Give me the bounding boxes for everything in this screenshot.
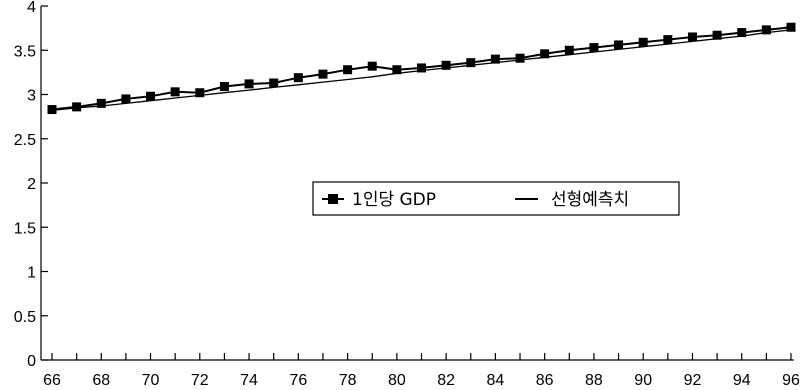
data-point-gdp bbox=[638, 37, 648, 47]
data-point-gdp bbox=[540, 49, 550, 59]
y-tick-label: 4 bbox=[27, 0, 36, 16]
data-point-gdp bbox=[367, 61, 377, 71]
data-point-gdp bbox=[515, 53, 525, 63]
data-point-gdp bbox=[392, 65, 402, 75]
legend: 1인당 GDP 선형예측치 bbox=[312, 181, 680, 216]
x-tick-label: 70 bbox=[142, 372, 160, 389]
data-point-gdp bbox=[490, 54, 500, 64]
data-point-gdp bbox=[244, 79, 254, 89]
legend-box bbox=[312, 181, 680, 216]
x-tick-label: 68 bbox=[92, 372, 110, 389]
data-point-gdp bbox=[195, 88, 205, 98]
legend-label-trend: 선형예측치 bbox=[551, 190, 629, 210]
x-tick-label: 86 bbox=[536, 372, 554, 389]
y-tick-label: 0.5 bbox=[14, 309, 36, 326]
series-layer bbox=[47, 22, 796, 115]
data-point-gdp bbox=[564, 45, 574, 55]
x-tick-label: 78 bbox=[339, 372, 357, 389]
data-point-gdp bbox=[786, 22, 796, 32]
x-tick-label: 90 bbox=[634, 372, 652, 389]
data-point-gdp bbox=[737, 28, 747, 38]
y-tick-label: 0 bbox=[27, 353, 36, 370]
y-axis-ticks: 0 0.5 1 1.5 2 2.5 3 3.5 4 bbox=[14, 0, 48, 370]
data-point-gdp bbox=[343, 65, 353, 75]
y-tick-label: 1.5 bbox=[14, 220, 36, 237]
x-tick-label: 96 bbox=[782, 372, 800, 389]
y-tick-label: 3 bbox=[27, 88, 36, 105]
plot-area: 0 0.5 1 1.5 2 2.5 3 3.5 4 66 68 70 72 74 76 78 80 82 84 86… bbox=[14, 0, 800, 389]
x-tick-label: 88 bbox=[585, 372, 603, 389]
x-tick-label: 72 bbox=[191, 372, 209, 389]
data-point-gdp bbox=[663, 35, 673, 45]
data-point-gdp bbox=[170, 87, 180, 97]
x-tick-label: 82 bbox=[437, 372, 455, 389]
data-point-gdp bbox=[146, 91, 156, 101]
data-point-gdp bbox=[441, 60, 451, 70]
x-tick-label: 76 bbox=[289, 372, 307, 389]
x-tick-label: 94 bbox=[733, 372, 751, 389]
data-point-gdp bbox=[687, 32, 697, 42]
x-tick-label: 80 bbox=[388, 372, 406, 389]
x-tick-label: 66 bbox=[43, 372, 61, 389]
data-point-gdp bbox=[417, 63, 426, 73]
data-point-gdp bbox=[614, 40, 624, 50]
series-line-trend bbox=[51, 29, 792, 112]
data-point-gdp bbox=[589, 43, 599, 53]
data-point-gdp bbox=[318, 69, 328, 79]
data-point-gdp bbox=[293, 73, 303, 83]
data-point-gdp bbox=[269, 78, 279, 88]
data-point-gdp bbox=[96, 98, 106, 108]
data-point-gdp bbox=[219, 82, 229, 92]
y-tick-label: 2.5 bbox=[14, 132, 36, 149]
data-point-gdp bbox=[47, 105, 57, 115]
x-tick-label: 84 bbox=[487, 372, 505, 389]
x-tick-label: 92 bbox=[684, 372, 702, 389]
legend-gdp-marker-swatch bbox=[328, 194, 338, 204]
legend-label-gdp: 1인당 GDP bbox=[352, 190, 436, 210]
x-tick-label: 74 bbox=[240, 372, 258, 389]
data-point-gdp bbox=[761, 25, 771, 35]
y-tick-label: 2 bbox=[27, 176, 36, 193]
data-point-gdp bbox=[72, 102, 82, 112]
y-tick-label: 1 bbox=[27, 265, 36, 282]
x-axis-ticks: 66 68 70 72 74 76 78 80 82 84 86 88 90 92 94 96 bbox=[43, 353, 800, 389]
data-point-gdp bbox=[121, 94, 131, 104]
data-point-gdp bbox=[712, 30, 722, 40]
data-point-gdp bbox=[466, 58, 476, 68]
y-tick-label: 3.5 bbox=[14, 43, 36, 60]
